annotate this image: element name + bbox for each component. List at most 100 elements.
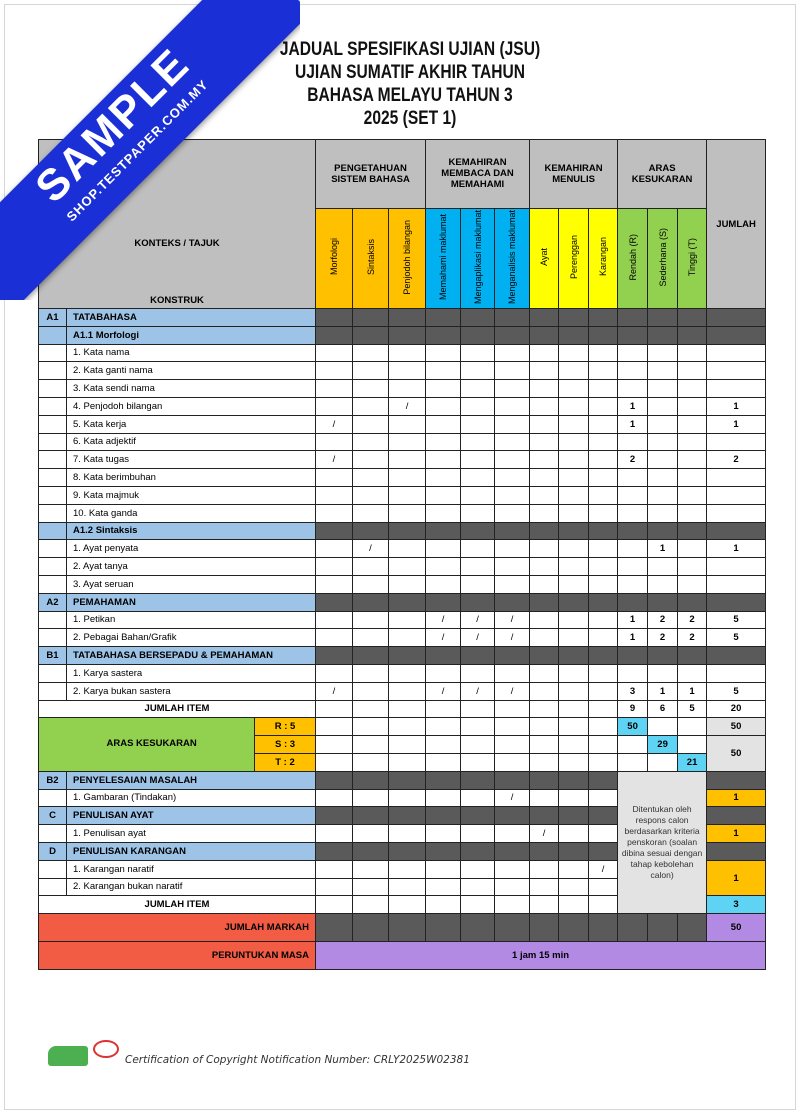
- item-code: [38, 557, 67, 576]
- item-cell: [460, 503, 496, 523]
- blank-cell: [38, 824, 67, 843]
- cell: [387, 717, 427, 737]
- blank-cell: [315, 646, 353, 665]
- item-cell: 1: [617, 610, 649, 630]
- jumlah-item-label: JUMLAH ITEM: [38, 699, 316, 719]
- cell: [588, 752, 619, 772]
- column-header: Sintaksis: [352, 207, 389, 310]
- item-cell: [677, 557, 708, 576]
- blank-cell: [529, 913, 560, 943]
- item-cell: [387, 485, 427, 505]
- item-cell: [617, 468, 649, 487]
- item-cell: [558, 414, 590, 434]
- item-cell: [558, 663, 590, 683]
- column-header-label: Rendah (R): [627, 233, 638, 281]
- blank-cell: [677, 521, 708, 541]
- item-label: 2. Ayat tanya: [66, 557, 316, 576]
- cell: [529, 735, 560, 754]
- aras-r-label: R : 5: [254, 718, 315, 737]
- column-header-label: Memahami maklumat: [438, 213, 449, 300]
- item-cell: [494, 503, 531, 523]
- blank-cell: [387, 770, 427, 790]
- column-header-label: Penjodoh bilangan: [402, 219, 413, 295]
- blank-cell: [706, 841, 767, 861]
- item-total: [706, 432, 767, 452]
- item-cell: [352, 396, 389, 416]
- item-cell: [677, 414, 708, 434]
- blank-cell: [529, 877, 560, 897]
- cell: [460, 752, 496, 772]
- item-cell: [677, 539, 708, 559]
- item-row: 7. Kata tugas/ 2 2: [38, 450, 767, 470]
- item-total: [706, 343, 767, 363]
- aras-note: Ditentukan oleh respons calon berdasarka…: [617, 770, 708, 915]
- item-cell: [647, 432, 679, 452]
- blank-cell: [425, 895, 462, 915]
- item-cell: /: [425, 681, 462, 701]
- blank-cell: [460, 788, 496, 808]
- item-code: [38, 610, 67, 630]
- blank-cell: [352, 308, 389, 327]
- blank-cell: [352, 325, 389, 345]
- item-label: 8. Kata berimbuhan: [66, 468, 316, 487]
- item-code: [38, 432, 67, 452]
- konteks-header: KONTEKS / TAJUK KONSTRUK: [38, 139, 316, 309]
- item-cell: 2: [647, 610, 679, 630]
- blank-cell: [387, 521, 427, 541]
- blank-cell: [706, 770, 767, 790]
- blank-cell: [558, 592, 590, 612]
- item-cell: [647, 574, 679, 594]
- column-header: Menganalisis maklumat: [494, 207, 531, 310]
- blank-cell: [647, 646, 679, 665]
- item-cell: [460, 343, 496, 363]
- item-cell: [387, 681, 427, 701]
- item-row: 2. Kata ganti nama: [38, 361, 767, 381]
- item-cell: [425, 557, 462, 576]
- section-label: PEMAHAMAN: [66, 592, 316, 612]
- item-row: 3. Ayat seruan: [38, 574, 767, 594]
- blank-cell: [529, 788, 560, 808]
- item-cell: [387, 557, 427, 576]
- blank-cell: [425, 841, 462, 861]
- jumlah-item-row-2: JUMLAH ITEM 3: [38, 895, 767, 915]
- item-cell: [460, 414, 496, 434]
- blank-cell: [588, 646, 619, 665]
- column-header-label: Ayat: [539, 248, 550, 266]
- blank-cell: [494, 646, 531, 665]
- item-code: [38, 343, 67, 363]
- item-code: [38, 450, 67, 470]
- item-cell: [425, 574, 462, 594]
- copyright-certification: Certification of Copyright Notification …: [125, 1054, 470, 1066]
- item-cell: [529, 432, 560, 452]
- item-cell: [588, 574, 619, 594]
- item-cell: [352, 574, 389, 594]
- cell: [315, 752, 353, 772]
- item-cell: [677, 574, 708, 594]
- blank-cell: [588, 806, 619, 826]
- item-cell: [558, 396, 590, 416]
- blank-cell: [494, 308, 531, 327]
- item-cell: [425, 432, 462, 452]
- item-cell: [588, 432, 619, 452]
- column-header-label: Menganalisis maklumat: [507, 209, 518, 305]
- item-cell: [425, 343, 462, 363]
- item-label: 1. Gambaran (Tindakan): [66, 788, 316, 808]
- blank-cell: [706, 308, 767, 327]
- item-label: 1. Petikan: [66, 610, 316, 630]
- item-cell: [588, 539, 619, 559]
- cell: [677, 717, 708, 737]
- blank-cell: [387, 859, 427, 879]
- cell: [558, 699, 590, 719]
- item-cell: [387, 432, 427, 452]
- blank-cell: [588, 521, 619, 541]
- blank-cell: [706, 325, 767, 345]
- item-cell: [494, 663, 531, 683]
- item-cell: [617, 379, 649, 398]
- item-cell: /: [425, 628, 462, 648]
- aras-kesukaran-label: ARAS KESUKARAN: [106, 738, 197, 750]
- blank-cell: [529, 859, 560, 879]
- blank-cell: [315, 806, 353, 826]
- item-label: 10. Kata ganda: [66, 503, 316, 523]
- item-cell: [352, 485, 389, 505]
- item-cell: [460, 379, 496, 398]
